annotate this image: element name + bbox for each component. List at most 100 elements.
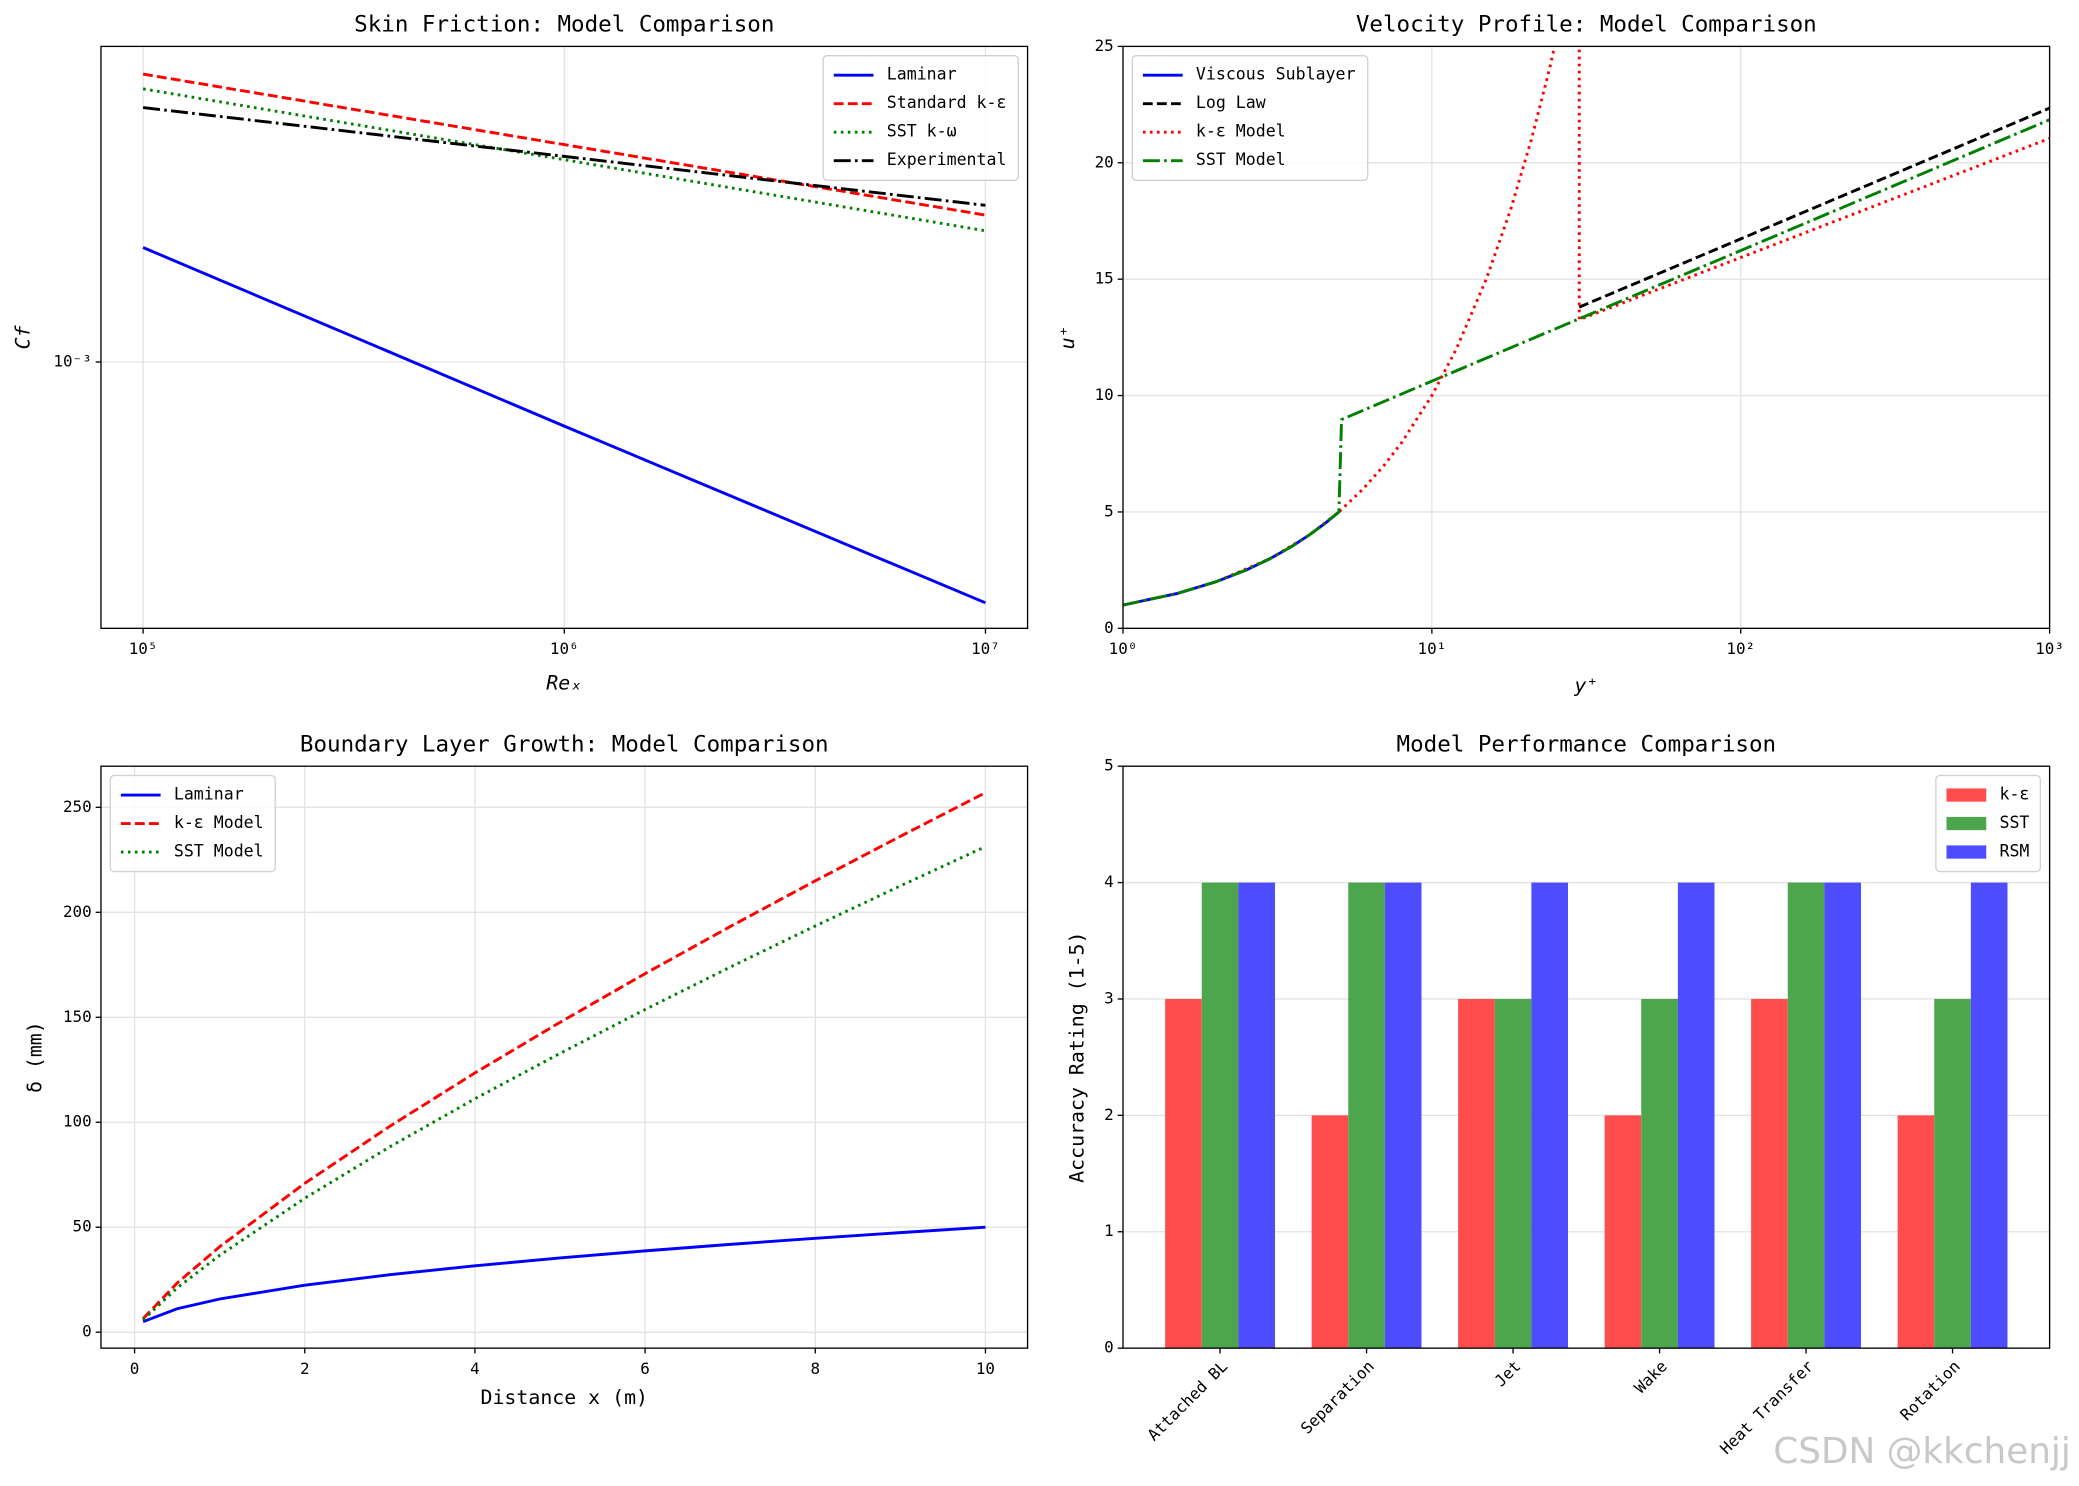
plot-area (1123, 46, 2050, 607)
chart-title: Skin Friction: Model Comparison (354, 12, 774, 38)
axes-frame (1122, 45, 2051, 629)
bar (1531, 882, 1568, 1349)
x-tick-label: Attached BL (1144, 1357, 1232, 1445)
bar (1751, 998, 1788, 1349)
legend: Laminar Standard k-ε SST k-ω Experimental (822, 55, 1019, 181)
legend-label: SST (2000, 813, 2030, 832)
series-line (1578, 106, 2050, 309)
y-axis-label: u⁺ (1056, 325, 1079, 349)
bar (1787, 882, 1825, 1349)
legend-label: Log Law (1196, 93, 1266, 112)
legend-label: RSM (2000, 842, 2030, 861)
axes-frame (100, 765, 1029, 1349)
legend-label: Standard k-ε (887, 93, 1007, 112)
x-tick-label: 10¹ (1418, 639, 1447, 658)
legend: k-ε SST RSM (1935, 774, 2041, 873)
series-line (1123, 118, 2050, 607)
y-tick-label: 5 (1104, 501, 1114, 520)
y-tick-label: 0 (82, 1322, 92, 1341)
x-tick-label: Separation (1297, 1357, 1378, 1438)
bar (1165, 998, 1202, 1349)
bar (1897, 1115, 1935, 1349)
x-tick-label: Wake (1630, 1357, 1671, 1398)
series-line (142, 106, 986, 207)
x-tick-label: Rotation (1896, 1357, 1964, 1425)
y-tick-label: 200 (63, 902, 92, 921)
legend-label: Laminar (887, 65, 957, 84)
x-tick-label: 10³ (2035, 639, 2064, 658)
bar (1348, 882, 1385, 1349)
series-line (142, 845, 987, 1322)
x-tick-label: 0 (130, 1359, 140, 1378)
x-axis-label: Distance x (m) (481, 1386, 649, 1409)
x-tick-label: 10⁶ (550, 639, 579, 658)
x-tick-label: 2 (300, 1359, 310, 1378)
legend-label: k-ε (2000, 785, 2030, 804)
y-tick-label: 150 (63, 1007, 92, 1026)
legend-swatch (1946, 788, 1987, 802)
x-tick-label: 4 (470, 1359, 480, 1378)
y-tick-label: 10⁻³ (53, 351, 91, 370)
legend-label: SST k-ω (887, 122, 957, 141)
x-tick-label: 10⁵ (129, 639, 158, 658)
x-axis-label: y⁺ (1573, 674, 1598, 697)
bar (1604, 1115, 1642, 1349)
legend-label: Experimental (887, 150, 1007, 169)
legend-swatch (1946, 845, 1987, 859)
legend-swatch (1946, 816, 1987, 831)
x-tick-label: 10⁰ (1109, 639, 1138, 658)
legend-label: SST Model (174, 842, 264, 861)
legend-label: Laminar (174, 785, 244, 804)
subplot: 0 5 10 15 20 25 10⁰ 10¹ 10² 10³ Velocity Profile: … (1056, 12, 2064, 697)
legend-box (822, 55, 1019, 181)
bar (1311, 1115, 1349, 1349)
series-line (142, 87, 986, 233)
axes-frame (100, 45, 1029, 629)
x-tick-label: 10² (1726, 639, 1755, 658)
series-line (142, 791, 987, 1320)
y-tick-label: 1 (1104, 1221, 1114, 1240)
plot-area (142, 791, 987, 1324)
plot-area (1165, 882, 2008, 1349)
plot-area (142, 72, 987, 605)
legend-label: SST Model (1196, 150, 1286, 169)
y-tick-label: 100 (63, 1112, 92, 1131)
bar (1458, 998, 1495, 1349)
axes-frame (1122, 765, 2051, 1349)
bar (1641, 998, 1678, 1349)
y-tick-label: 0 (1104, 618, 1114, 637)
x-tick-label: 6 (640, 1359, 650, 1378)
legend: Viscous Sublayer Log Law k-ε Model SST Mode… (1131, 55, 1369, 181)
y-tick-label: 3 (1104, 988, 1114, 1007)
y-axis-label: Cf (12, 324, 35, 349)
watermark: CSDN @kkchenjj (1773, 1431, 2071, 1472)
x-tick-label: 10 (976, 1359, 995, 1378)
y-tick-label: 25 (1095, 36, 1114, 55)
bar (1238, 882, 1276, 1349)
chart-title: Velocity Profile: Model Comparison (1356, 12, 1817, 38)
bar (1970, 882, 2008, 1349)
series-line (142, 72, 986, 217)
bar (1494, 998, 1532, 1349)
bar (1677, 882, 1715, 1349)
y-tick-label: 10 (1095, 385, 1114, 404)
y-tick-label: 250 (63, 797, 92, 816)
y-tick-label: 0 (1104, 1338, 1114, 1357)
x-axis-label: Reₓ (546, 672, 582, 695)
y-axis-label: δ (mm) (24, 1021, 47, 1093)
legend-box (1131, 55, 1369, 181)
legend-label: k-ε Model (1196, 122, 1286, 141)
y-axis-label: Accuracy Rating (1-5) (1065, 932, 1088, 1183)
x-tick-label: 10⁷ (971, 639, 1000, 658)
bar (1824, 882, 1861, 1349)
chart-title: Boundary Layer Growth: Model Comparison (300, 731, 829, 757)
legend-label: k-ε Model (174, 813, 264, 832)
subplot: 10⁻³ 10⁵ 10⁶ 10⁷ Skin Friction: Model Compar… (12, 12, 1029, 695)
y-tick-label: 50 (73, 1217, 92, 1236)
bar (1201, 882, 1239, 1349)
chart-title: Model Performance Comparison (1397, 731, 1777, 757)
legend-box (109, 774, 276, 873)
legend: Laminar k-ε Model SST Model (109, 774, 276, 873)
